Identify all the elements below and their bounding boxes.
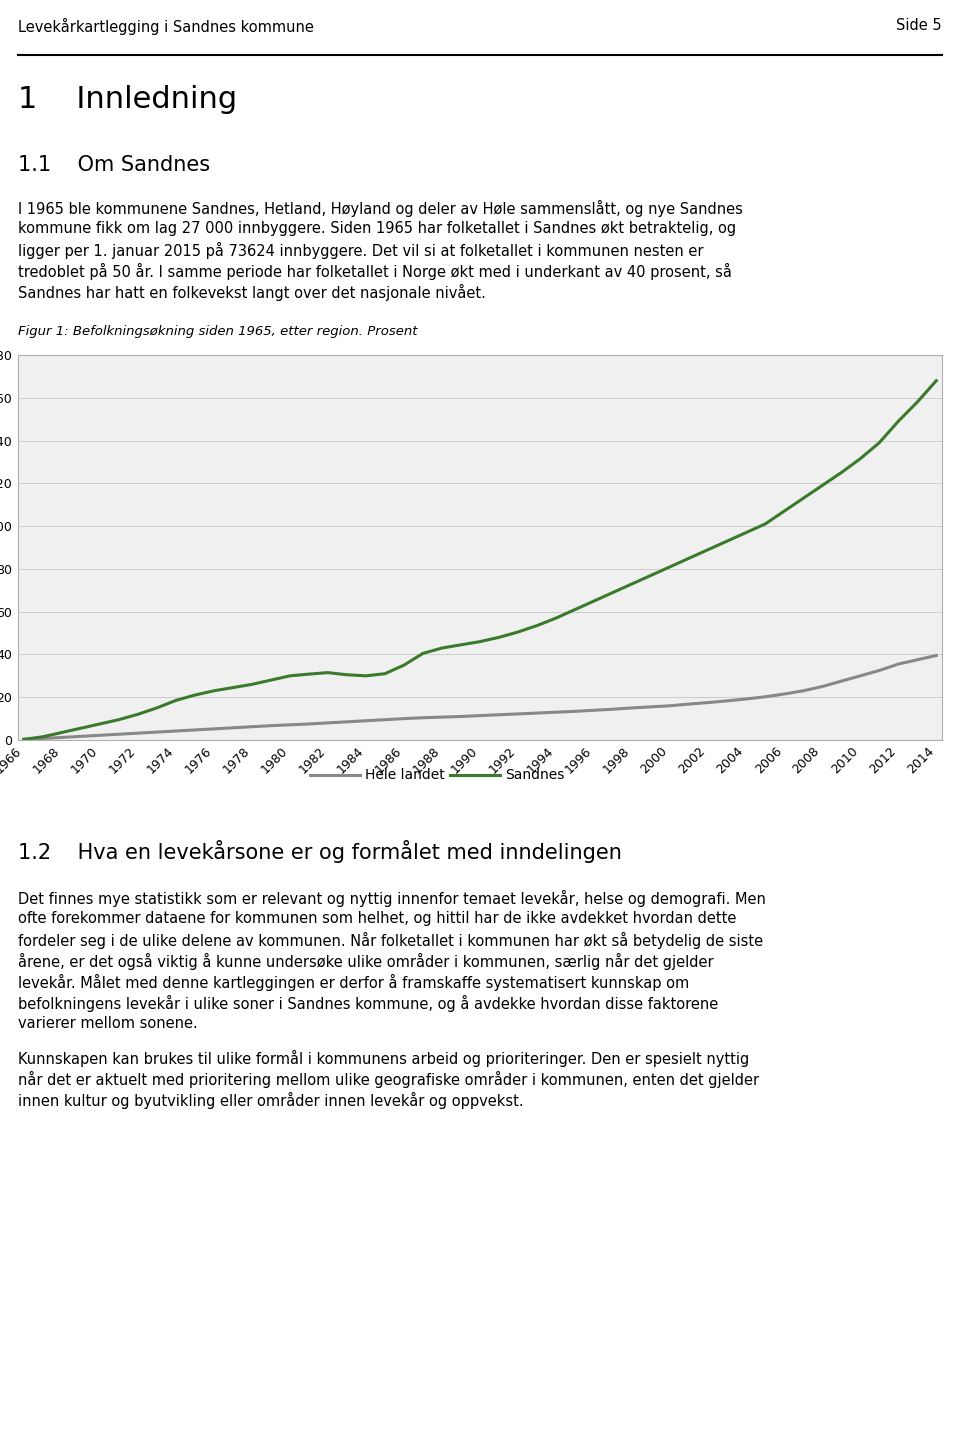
Text: befolkningens levekår i ulike soner i Sandnes kommune, og å avdekke hvordan diss: befolkningens levekår i ulike soner i Sa… [18,996,718,1012]
Text: tredoblet på 50 år. I samme periode har folketallet i Norge økt med i underkant : tredoblet på 50 år. I samme periode har … [18,263,732,280]
Text: når det er aktuelt med prioritering mellom ulike geografiske områder i kommunen,: når det er aktuelt med prioritering mell… [18,1071,759,1088]
Text: fordeler seg i de ulike delene av kommunen. Når folketallet i kommunen har økt s: fordeler seg i de ulike delene av kommun… [18,932,763,949]
Text: kommune fikk om lag 27 000 innbyggere. Siden 1965 har folketallet i Sandnes økt : kommune fikk om lag 27 000 innbyggere. S… [18,221,736,237]
Text: Sandnes: Sandnes [505,768,564,782]
Text: 1.2    Hva en levekårsone er og formålet med inndelingen: 1.2 Hva en levekårsone er og formålet me… [18,840,622,863]
Text: Kunnskapen kan brukes til ulike formål i kommunens arbeid og prioriteringer. Den: Kunnskapen kan brukes til ulike formål i… [18,1051,749,1066]
Text: 1    Innledning: 1 Innledning [18,85,237,114]
Text: ligger per 1. januar 2015 på 73624 innbyggere. Det vil si at folketallet i kommu: ligger per 1. januar 2015 på 73624 innby… [18,242,704,258]
Text: årene, er det også viktig å kunne undersøke ulike områder i kommunen, særlig når: årene, er det også viktig å kunne unders… [18,952,713,970]
Text: Levekårkartlegging i Sandnes kommune: Levekårkartlegging i Sandnes kommune [18,17,314,35]
Text: innen kultur og byutvikling eller områder innen levekår og oppvekst.: innen kultur og byutvikling eller område… [18,1092,523,1110]
Text: Sandnes har hatt en folkevekst langt over det nasjonale nivået.: Sandnes har hatt en folkevekst langt ove… [18,284,486,302]
Text: levekår. Målet med denne kartleggingen er derfor å framskaffe systematisert kunn: levekår. Målet med denne kartleggingen e… [18,974,689,991]
Text: ofte forekommer dataene for kommunen som helhet, og hittil har de ikke avdekket : ofte forekommer dataene for kommunen som… [18,911,736,926]
Text: Side 5: Side 5 [897,17,942,33]
Text: Hele landet: Hele landet [365,768,444,782]
Text: varierer mellom sonene.: varierer mellom sonene. [18,1016,198,1030]
Text: I 1965 ble kommunene Sandnes, Hetland, Høyland og deler av Høle sammenslått, og : I 1965 ble kommunene Sandnes, Hetland, H… [18,201,743,216]
Text: 1.1    Om Sandnes: 1.1 Om Sandnes [18,154,210,175]
Text: Figur 1: Befolkningsøkning siden 1965, etter region. Prosent: Figur 1: Befolkningsøkning siden 1965, e… [18,325,418,338]
Text: Det finnes mye statistikk som er relevant og nyttig innenfor temaet levekår, hel: Det finnes mye statistikk som er relevan… [18,890,766,908]
